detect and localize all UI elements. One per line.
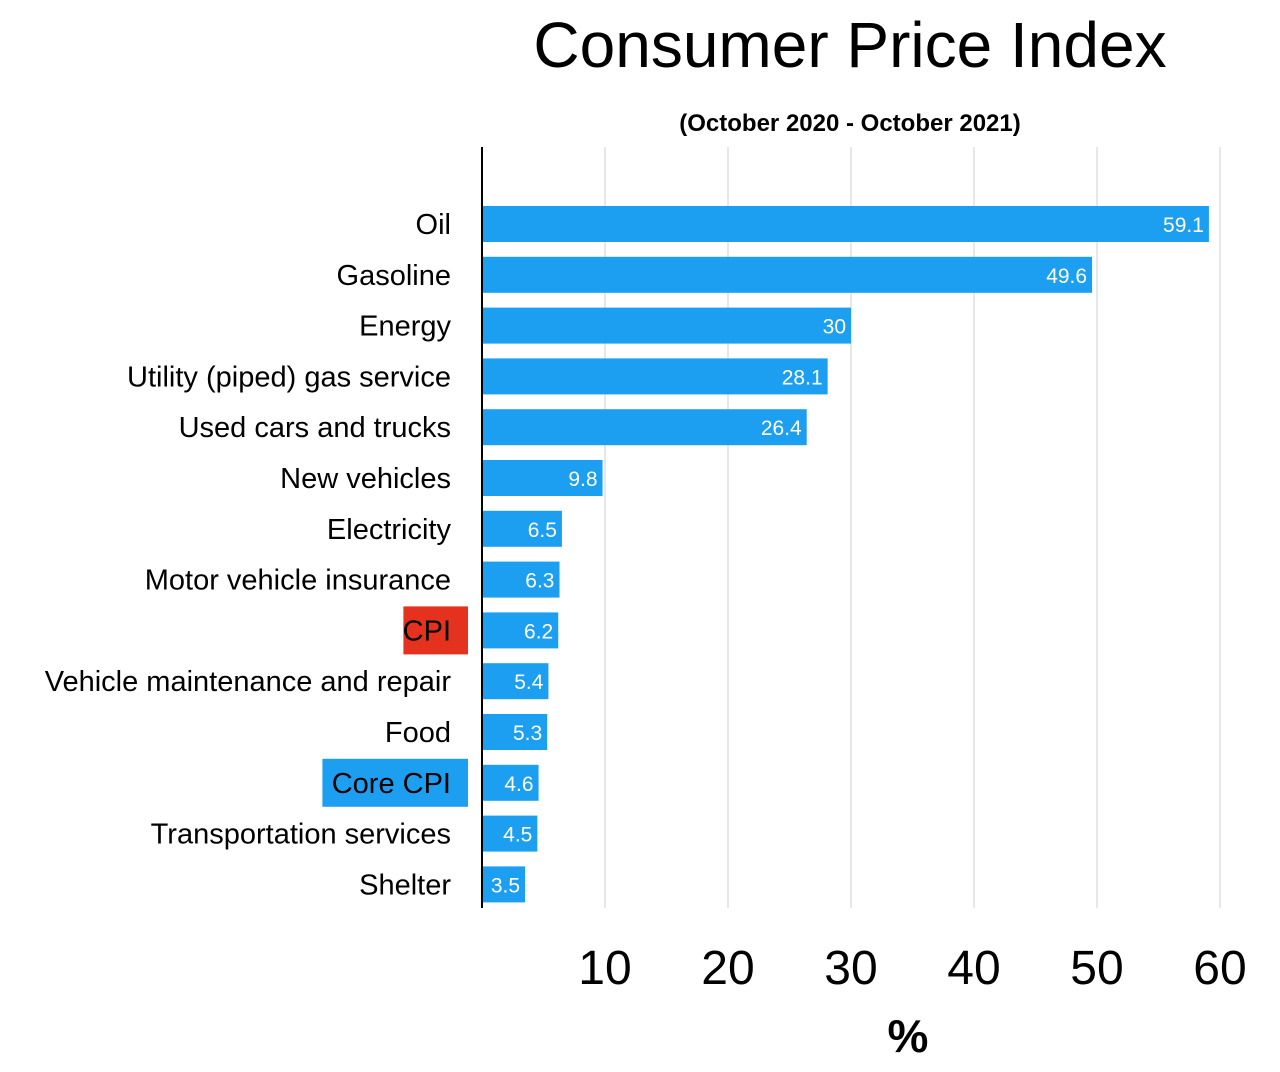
x-tick-label: 60: [1193, 942, 1246, 995]
x-tick-label: 30: [824, 942, 877, 995]
category-label: Motor vehicle insurance: [145, 565, 451, 597]
bar: [482, 460, 603, 496]
bar-value-label: 49.6: [1046, 265, 1087, 288]
bar-value-label: 6.5: [528, 519, 557, 542]
category-label: Energy: [359, 311, 451, 343]
bar: [482, 307, 851, 344]
bar: [482, 815, 538, 852]
bar-value-label: 4.5: [503, 824, 532, 847]
chart-title: Consumer Price Index: [533, 9, 1167, 81]
x-tick-label: 40: [947, 942, 1000, 995]
bar: [482, 206, 1209, 242]
bar: [482, 510, 562, 547]
bar-value-label: 9.8: [568, 468, 597, 491]
x-tick-label: 20: [701, 942, 754, 995]
category-label-highlight: [322, 758, 468, 807]
category-label: Electricity: [327, 514, 452, 546]
x-axis-label: %: [888, 1010, 929, 1062]
bar-value-label: 6.3: [525, 570, 554, 593]
bar-value-label: 5.3: [513, 722, 542, 745]
bar: [482, 866, 526, 903]
category-label: CPI: [403, 615, 451, 647]
bar-value-label: 3.5: [491, 874, 520, 897]
bar-value-label: 59.1: [1163, 214, 1204, 237]
bar-value-label: 4.6: [504, 773, 533, 796]
x-tick-label: 10: [578, 942, 631, 995]
bar-value-label: 6.2: [524, 620, 553, 643]
category-label: Gasoline: [337, 260, 451, 292]
bar: [482, 663, 549, 700]
bar-value-label: 26.4: [761, 417, 802, 440]
bar-value-label: 28.1: [782, 366, 823, 389]
category-label: Used cars and trucks: [179, 412, 451, 444]
bar-value-label: 30: [823, 316, 846, 339]
x-tick-label: 50: [1070, 942, 1123, 995]
bar: [482, 409, 807, 446]
category-label: Shelter: [359, 869, 451, 901]
category-label: Food: [385, 717, 451, 749]
category-label: New vehicles: [280, 463, 451, 495]
bar: [482, 561, 560, 598]
chart-subtitle: (October 2020 - October 2021): [679, 110, 1021, 137]
category-label: Vehicle maintenance and repair: [45, 666, 452, 698]
category-label: Core CPI: [332, 768, 451, 800]
bar: [482, 256, 1093, 293]
bar: [482, 612, 559, 649]
category-label: Transportation services: [151, 819, 451, 851]
bar: [482, 764, 539, 801]
bar: [482, 358, 828, 395]
category-label: Oil: [416, 209, 451, 241]
category-label: Utility (piped) gas service: [127, 361, 451, 393]
bar: [482, 714, 548, 750]
bar-value-label: 5.4: [514, 671, 544, 694]
category-label-highlight: [403, 606, 468, 655]
